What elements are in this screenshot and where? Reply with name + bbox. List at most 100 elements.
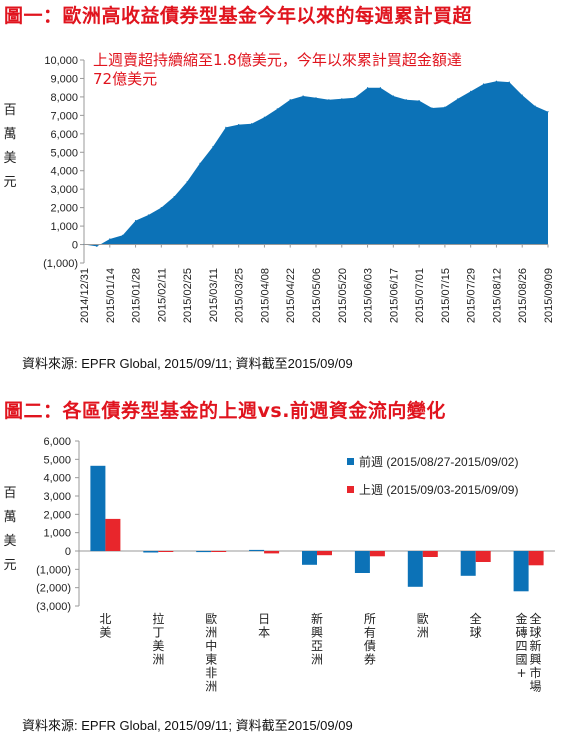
figure2-category-char: 洲 <box>205 680 217 694</box>
figure1-y-tick-label: 9,000 <box>50 73 78 85</box>
figure1-x-tick-label: 2015/01/14 <box>105 268 117 323</box>
figure1-area-point <box>341 98 343 100</box>
figure2-category-char: 洲 <box>311 653 323 667</box>
figure1-x-tick-label: 2015/06/17 <box>388 268 400 323</box>
figure1-area-point <box>109 238 111 240</box>
figure2-legend: 前週 (2015/08/27-2015/09/02) 上週 (2015/09/03… <box>347 454 518 497</box>
figure1-annotation-line: 72億美元 <box>93 70 157 88</box>
figure1-area-point <box>495 80 497 82</box>
figure2-title: 圖二：各區債券型基金的上週vs.前週資金流向變化 <box>4 400 446 422</box>
figure1-x-tick-label: 2014/12/31 <box>79 268 91 323</box>
figure2-category-char: 興 <box>530 653 542 667</box>
figure2-bars <box>90 465 544 592</box>
figure1-y-tick-label: 2,000 <box>50 203 78 215</box>
figure1-area-point <box>96 245 98 247</box>
figure2-category-char: 歐 <box>417 611 429 626</box>
figure1-x-tick-label: 2015/04/08 <box>259 268 271 323</box>
figure2-category-char: 歐 <box>205 611 217 626</box>
figure1-x-tick-label: 2015/07/29 <box>466 268 478 323</box>
figure2-category-char: 四 <box>516 639 528 653</box>
figure1-x-tick-label: 2015/02/11 <box>156 268 168 322</box>
figure1-area-point <box>354 97 356 99</box>
figure2-category-char: 市 <box>530 665 542 680</box>
figure2-bar-last <box>528 551 544 566</box>
figure2-bar-prev <box>407 551 423 587</box>
figure1-y-label-char: 萬 <box>3 127 16 142</box>
figure1-area-point <box>534 105 536 107</box>
figure2-category-char: 洲 <box>417 626 429 640</box>
figure1-x-tick-label: 2015/08/26 <box>517 268 529 323</box>
figure1-source: 資料來源: EPFR Global, 2015/09/11; 資料截至2015/… <box>22 356 353 371</box>
figure2-category-char: 洲 <box>152 653 164 667</box>
figure1-y-tick-label: 6,000 <box>50 129 78 141</box>
figure1-area-point <box>263 116 265 118</box>
figure2-bar-prev <box>302 551 317 565</box>
figure1-area-point <box>199 162 201 164</box>
figure1-area-point <box>328 99 330 101</box>
figure1-y-tick-label: 7,000 <box>50 110 78 122</box>
figure2-y-tick-label: 6,000 <box>43 436 71 448</box>
figure1-y-tick-label: 5,000 <box>50 147 78 159</box>
figure1-area-point <box>547 111 549 113</box>
figure1-area-point <box>392 95 394 97</box>
figure1-area-point <box>405 99 407 101</box>
figure1-area-point <box>238 124 240 126</box>
figure1-x-tick-label: 2015/04/22 <box>285 268 297 323</box>
figure2-category-char: + <box>517 666 527 680</box>
figure2-legend-swatch <box>347 458 354 465</box>
figure2-y-tick-label: (2,000) <box>36 583 71 595</box>
figure2-y-label-char: 美 <box>3 534 16 549</box>
figure2-category-char: 球 <box>530 626 542 640</box>
figure2-category-char: 磚 <box>516 626 528 640</box>
figure1-chart: (1,000) 0 1,000 2,000 3,000 4,000 5,000 6,000 7,… <box>3 51 555 323</box>
figure2-category-char: 洲 <box>205 626 217 640</box>
figure2-y-label-char: 百 <box>3 486 16 501</box>
figure1-y-tick-label: 10,000 <box>44 55 78 67</box>
figure2-y-label-char: 萬 <box>3 510 16 525</box>
figure1-area-point <box>457 98 459 100</box>
figure1-y-tick-label: (1,000) <box>43 258 78 270</box>
figure2-category-char: 拉 <box>152 611 164 626</box>
figure1-area-point <box>135 220 137 222</box>
figure2-category-char: 金 <box>516 611 528 626</box>
figure2-category-char: 球 <box>470 626 482 640</box>
figure1-x-tick-label: 2015/03/11 <box>208 268 220 322</box>
figure1-x-axis: 2014/12/31 2015/01/14 2015/01/28 2015/02/11… <box>79 244 555 323</box>
figure1-annotation-line: 上週賣超持續縮至1.8億美元，今年以來累計買超金額達 <box>93 51 462 69</box>
figure2-category-char: 丁 <box>152 626 164 640</box>
figure2-y-tick-label: (3,000) <box>36 601 71 613</box>
figure1-x-tick-label: 2015/08/12 <box>491 268 503 323</box>
figure2-y-tick-label: 2,000 <box>43 509 71 521</box>
figure1-area-point <box>508 81 510 83</box>
figure1-y-tick-label: 0 <box>72 240 78 252</box>
figure1-area-point <box>173 196 175 198</box>
figure1-x-tick-label: 2015/02/25 <box>182 268 194 323</box>
figure1-y-tick-label: 8,000 <box>50 92 78 104</box>
figure1-area-point <box>470 90 472 92</box>
figure1-y-tick-label: 3,000 <box>50 184 78 196</box>
figure1-y-tick-label: 4,000 <box>50 166 78 178</box>
figure2-y-tick-label: (1,000) <box>36 564 71 576</box>
figure1-area-point <box>521 94 523 96</box>
figure1-area-point <box>289 99 291 101</box>
figure1-area-point <box>431 107 433 109</box>
figure2-bar-last <box>105 518 121 551</box>
figure2-bar-prev <box>143 551 159 553</box>
figure1-area-point <box>315 97 317 99</box>
figure2-category-char: 國 <box>516 653 528 667</box>
figure1-y-label-char: 元 <box>3 175 16 190</box>
figure2-bar-prev <box>354 551 370 573</box>
figure1-area-point <box>225 126 227 128</box>
figure2-category-char: 美 <box>99 626 111 640</box>
figure1-title: 圖一：歐洲高收益債券型基金今年以來的每週累計買超 <box>4 5 473 27</box>
figure1-area-point <box>212 146 214 148</box>
figure2-y-tick-label: 1,000 <box>43 528 71 540</box>
figure2-category-char: 券 <box>364 652 376 667</box>
figure2-category-char: 所 <box>364 612 376 626</box>
figure2-category-char: 有 <box>364 626 376 640</box>
figure2-category-char: 興 <box>311 626 323 640</box>
